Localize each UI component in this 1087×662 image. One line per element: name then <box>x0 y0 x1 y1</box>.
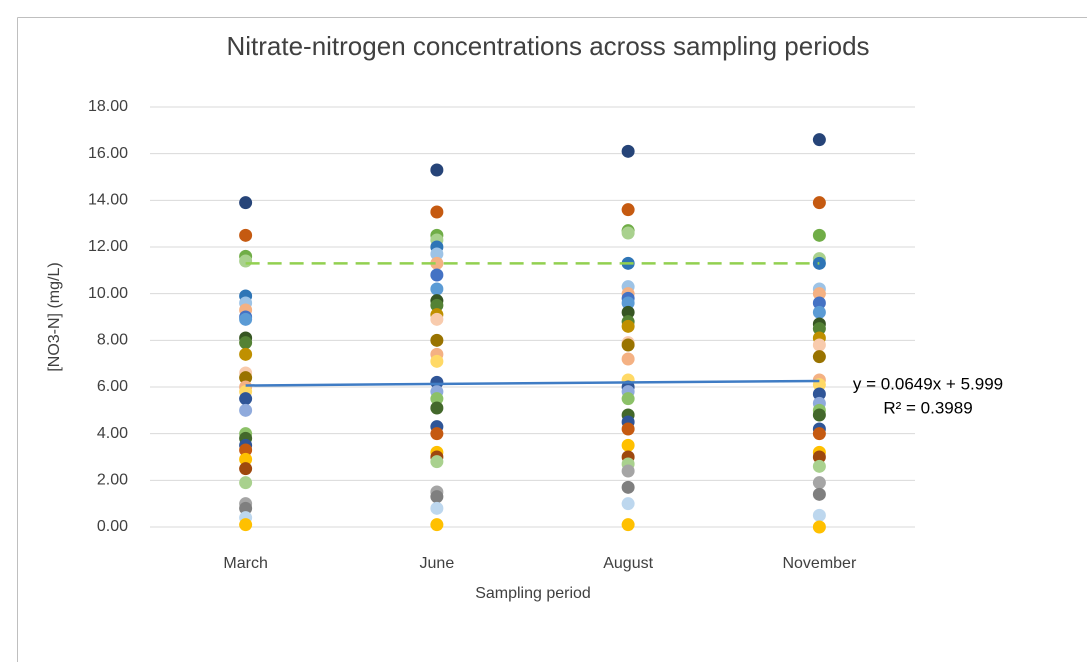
point <box>239 228 253 242</box>
point <box>621 438 635 452</box>
point <box>812 408 826 422</box>
point <box>430 501 444 515</box>
point <box>430 518 444 532</box>
point <box>621 480 635 494</box>
y-tick-label: 18.00 <box>88 98 128 115</box>
point <box>430 282 444 296</box>
point <box>812 296 826 310</box>
point <box>239 336 253 350</box>
x-tick-label: August <box>603 555 653 572</box>
point <box>430 392 444 406</box>
x-tick-label: June <box>420 555 455 572</box>
point <box>812 508 826 522</box>
x-axis-title: Sampling period <box>475 585 591 602</box>
point <box>430 163 444 177</box>
y-tick-label: 10.00 <box>88 285 128 302</box>
point <box>621 518 635 532</box>
point <box>621 392 635 406</box>
point <box>621 226 635 240</box>
point <box>430 247 444 261</box>
point <box>430 268 444 282</box>
y-tick-label: 12.00 <box>88 238 128 255</box>
point <box>430 490 444 504</box>
x-tick-label: November <box>782 555 856 572</box>
point <box>430 401 444 415</box>
point <box>239 501 253 515</box>
point <box>239 518 253 532</box>
point <box>812 196 826 210</box>
point <box>430 455 444 469</box>
point <box>239 254 253 268</box>
point <box>239 403 253 417</box>
trendline <box>245 379 820 387</box>
point <box>239 476 253 490</box>
point <box>621 144 635 158</box>
y-tick-label: 6.00 <box>97 378 128 395</box>
point <box>812 322 826 336</box>
point <box>430 427 444 441</box>
point <box>430 256 444 270</box>
point <box>621 203 635 217</box>
point <box>812 427 826 441</box>
point <box>812 487 826 501</box>
y-tick-label: 14.00 <box>88 192 128 209</box>
point <box>239 347 253 361</box>
point <box>621 464 635 478</box>
point <box>430 354 444 368</box>
point <box>812 387 826 401</box>
trendline-equation: y = 0.0649x + 5.999 <box>853 374 1003 393</box>
point <box>621 319 635 333</box>
point <box>239 462 253 476</box>
point <box>430 333 444 347</box>
point <box>430 375 444 389</box>
y-tick-label: 4.00 <box>97 425 128 442</box>
y-tick-label: 16.00 <box>88 145 128 162</box>
point <box>239 443 253 457</box>
point <box>621 338 635 352</box>
point <box>621 296 635 310</box>
point <box>812 476 826 490</box>
point <box>812 350 826 364</box>
point <box>812 228 826 242</box>
point <box>812 459 826 473</box>
point <box>239 196 253 210</box>
point <box>812 338 826 352</box>
x-tick-label: March <box>223 555 267 572</box>
point <box>812 520 826 534</box>
point <box>239 392 253 406</box>
point <box>430 312 444 326</box>
y-tick-label: 0.00 <box>97 518 128 535</box>
trendline-r2: R² = 0.3989 <box>883 398 972 417</box>
point <box>239 312 253 326</box>
chart-title: Nitrate-nitrogen concentrations across s… <box>226 31 869 61</box>
point <box>812 305 826 319</box>
point <box>621 497 635 511</box>
point <box>621 352 635 366</box>
point <box>812 287 826 301</box>
point <box>621 422 635 436</box>
point <box>430 205 444 219</box>
point <box>430 298 444 312</box>
point <box>239 371 253 385</box>
y-tick-label: 2.00 <box>97 472 128 489</box>
point <box>812 450 826 464</box>
point <box>812 133 826 147</box>
y-tick-label: 8.00 <box>97 332 128 349</box>
y-axis-title: [NO3-N] (mg/L) <box>46 262 63 371</box>
point <box>621 305 635 319</box>
point <box>239 452 253 466</box>
